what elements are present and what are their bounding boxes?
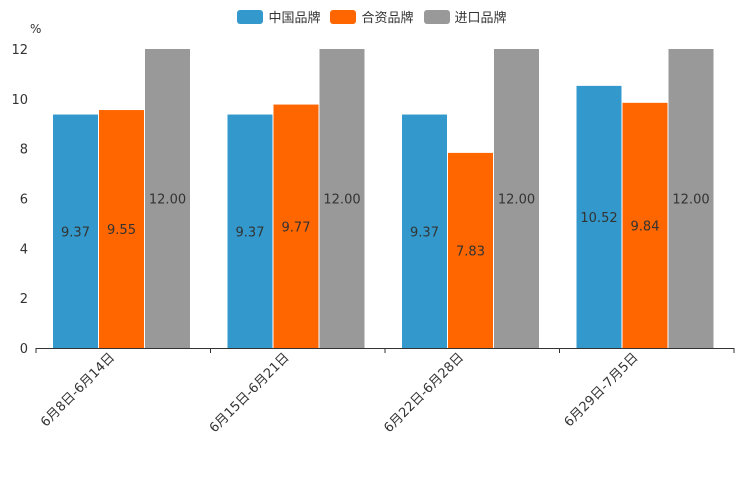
x-tick-label: 6月8日-6月14日 bbox=[38, 350, 118, 430]
data-label: 12.00 bbox=[672, 193, 709, 208]
y-tick-label: 6 bbox=[20, 193, 28, 208]
chart-legend: 中国品牌 合资品牌 进口品牌 bbox=[0, 7, 744, 26]
data-label: 9.37 bbox=[61, 225, 90, 240]
y-tick-label: 0 bbox=[20, 342, 28, 357]
data-label: 10.52 bbox=[580, 211, 617, 226]
data-label: 12.00 bbox=[149, 193, 186, 208]
x-tick-label: 6月22日-6月28日 bbox=[381, 350, 467, 436]
legend-label-jv-brand: 合资品牌 bbox=[361, 11, 414, 26]
bar-2-1 bbox=[448, 152, 493, 348]
x-tick-label: 6月15日-6月21日 bbox=[207, 350, 293, 436]
bar-2-0 bbox=[402, 114, 447, 349]
data-label: 9.77 bbox=[282, 220, 311, 235]
y-tick-label: 8 bbox=[20, 143, 28, 158]
legend-item-import-brand[interactable]: 进口品牌 bbox=[423, 7, 507, 26]
data-label: 9.37 bbox=[410, 225, 439, 240]
y-tick-label: 10 bbox=[11, 93, 28, 108]
bar-2-2 bbox=[494, 49, 539, 348]
bar-1-0 bbox=[227, 114, 273, 349]
data-label: 7.83 bbox=[456, 244, 485, 259]
bar-1-1 bbox=[273, 104, 319, 348]
y-tick-label: 12 bbox=[11, 43, 28, 58]
y-axis-unit: % bbox=[30, 22, 42, 36]
legend-swatch-china-brand bbox=[237, 9, 264, 24]
y-tick-label: 2 bbox=[20, 292, 28, 307]
bar-0-2 bbox=[145, 49, 190, 348]
x-tick-label: 6月29日-7月5日 bbox=[562, 350, 642, 430]
data-label: 9.37 bbox=[236, 225, 265, 240]
legend-swatch-import-brand bbox=[423, 9, 450, 24]
bar-3-1 bbox=[622, 102, 668, 348]
data-label: 12.00 bbox=[323, 193, 360, 208]
y-tick-label: 4 bbox=[20, 242, 28, 257]
legend-label-china-brand: 中国品牌 bbox=[268, 11, 321, 26]
bar-1-2 bbox=[319, 49, 365, 348]
bar-3-2 bbox=[668, 49, 714, 348]
bar-3-0 bbox=[576, 85, 622, 349]
legend-item-china-brand[interactable]: 中国品牌 bbox=[237, 7, 320, 26]
data-label: 9.84 bbox=[631, 219, 660, 234]
legend-swatch-jv-brand bbox=[330, 9, 357, 24]
data-label: 9.55 bbox=[107, 223, 136, 238]
bar-0-0 bbox=[53, 114, 98, 349]
data-label: 12.00 bbox=[498, 193, 535, 208]
legend-label-import-brand: 进口品牌 bbox=[454, 11, 507, 26]
legend-item-jv-brand[interactable]: 合资品牌 bbox=[330, 7, 414, 26]
bar-0-1 bbox=[99, 110, 144, 348]
